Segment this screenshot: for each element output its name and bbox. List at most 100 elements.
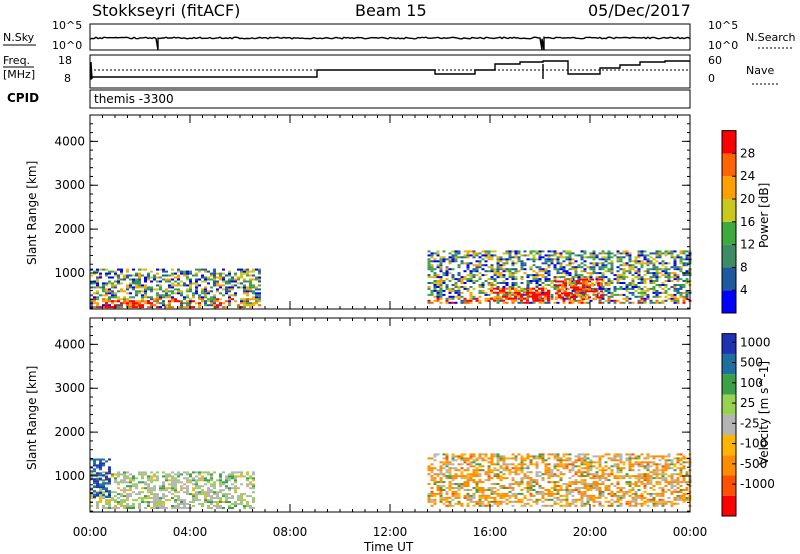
heatmap-cell bbox=[213, 284, 216, 287]
heatmap-cell bbox=[249, 481, 252, 484]
heatmap-cell bbox=[180, 503, 183, 505]
heatmap-cell bbox=[436, 289, 440, 292]
heatmap-cell bbox=[565, 457, 569, 460]
heatmap-cell bbox=[514, 455, 518, 458]
heatmap-cell bbox=[604, 258, 608, 261]
heatmap-cell bbox=[559, 268, 563, 271]
heatmap-cell bbox=[210, 278, 213, 281]
heatmap-cell bbox=[189, 473, 192, 476]
heatmap-cell bbox=[454, 254, 458, 257]
heatmap-cell bbox=[661, 479, 665, 482]
heatmap-cell bbox=[195, 479, 198, 482]
heatmap-cell bbox=[655, 465, 659, 468]
heatmap-cell bbox=[147, 501, 150, 503]
heatmap-cell bbox=[517, 252, 521, 255]
heatmap-cell bbox=[565, 250, 569, 253]
heatmap-cell bbox=[670, 286, 674, 288]
heatmap-cell bbox=[520, 498, 524, 501]
heatmap-cell bbox=[448, 287, 452, 290]
heatmap-cell bbox=[520, 471, 524, 474]
heatmap-cell bbox=[559, 479, 563, 482]
heatmap-cell bbox=[144, 481, 147, 484]
heatmap-cell bbox=[595, 276, 599, 279]
heatmap-cell bbox=[469, 494, 473, 497]
heatmap-cell bbox=[433, 492, 437, 495]
heatmap-cell bbox=[547, 498, 551, 501]
heatmap-cell bbox=[439, 270, 443, 273]
heatmap-cell bbox=[120, 481, 123, 484]
heatmap-cell bbox=[213, 497, 216, 500]
heatmap-cell bbox=[544, 262, 548, 265]
heatmap-cell bbox=[616, 287, 620, 290]
heatmap-cell bbox=[99, 489, 102, 492]
heatmap-cell bbox=[553, 485, 557, 487]
heatmap-cell bbox=[508, 270, 512, 273]
heatmap-cell bbox=[445, 455, 449, 458]
heatmap-cell bbox=[222, 302, 225, 305]
heatmap-cell bbox=[168, 278, 171, 281]
heatmap-cell bbox=[631, 280, 635, 282]
heatmap-cell bbox=[126, 489, 129, 492]
heatmap-cell bbox=[580, 498, 584, 501]
heatmap-cell bbox=[460, 485, 464, 487]
heatmap-cell bbox=[225, 306, 228, 309]
heatmap-cell bbox=[123, 489, 126, 492]
heatmap-cell bbox=[607, 479, 611, 482]
heatmap-cell bbox=[469, 463, 473, 466]
heatmap-cell bbox=[502, 287, 505, 290]
heatmap-cell bbox=[568, 483, 572, 485]
heatmap-cell bbox=[493, 463, 497, 466]
heatmap-cell bbox=[535, 498, 539, 501]
heatmap-cell bbox=[652, 489, 656, 491]
heatmap-cell bbox=[478, 463, 482, 466]
heatmap-cell bbox=[670, 479, 674, 482]
heatmap-cell bbox=[460, 502, 464, 505]
heatmap-cell bbox=[237, 276, 240, 279]
heatmap-cell bbox=[216, 501, 219, 503]
heatmap-cell bbox=[604, 477, 608, 480]
heatmap-cell bbox=[108, 276, 111, 279]
heatmap-cell bbox=[472, 459, 476, 462]
heatmap-cell bbox=[96, 298, 99, 301]
heatmap-cell bbox=[111, 491, 114, 494]
heatmap-cell bbox=[258, 300, 261, 303]
heatmap-cell bbox=[586, 465, 590, 468]
heatmap-cell bbox=[132, 302, 135, 305]
heatmap-cell bbox=[514, 293, 517, 296]
heatmap-cell bbox=[589, 299, 593, 302]
heatmap-cell bbox=[571, 289, 575, 292]
heatmap-cell bbox=[625, 254, 629, 257]
heatmap-cell bbox=[652, 252, 656, 255]
heatmap-cell bbox=[526, 455, 530, 458]
heatmap-cell bbox=[123, 495, 126, 498]
heatmap-cell bbox=[589, 469, 593, 472]
heatmap-cell bbox=[108, 282, 111, 285]
heatmap-cell bbox=[454, 278, 458, 281]
heatmap-cell bbox=[673, 287, 677, 290]
heatmap-cell bbox=[616, 475, 620, 478]
heatmap-cell bbox=[556, 489, 560, 491]
colorbar-tick-label: 24 bbox=[740, 169, 755, 183]
heatmap-cell bbox=[526, 258, 530, 261]
heatmap-cell bbox=[571, 266, 575, 269]
heatmap-cell bbox=[460, 459, 464, 462]
heatmap-cell bbox=[568, 502, 572, 505]
heatmap-cell bbox=[156, 302, 159, 305]
heatmap-cell bbox=[676, 502, 680, 505]
colorbar-segment bbox=[722, 130, 736, 154]
heatmap-cell bbox=[123, 487, 126, 490]
heatmap-cell bbox=[204, 477, 207, 480]
heatmap-cell bbox=[105, 268, 108, 271]
heatmap-cell bbox=[216, 495, 219, 498]
heatmap-cell bbox=[132, 505, 135, 507]
heatmap-cell bbox=[204, 302, 207, 305]
heatmap-cell bbox=[538, 250, 542, 253]
heatmap-cell bbox=[580, 262, 584, 265]
heatmap-cell bbox=[174, 505, 177, 507]
heatmap-cell bbox=[150, 475, 153, 478]
heatmap-cell bbox=[481, 502, 485, 505]
heatmap-cell bbox=[252, 491, 255, 494]
heatmap-cell bbox=[150, 276, 153, 279]
heatmap-cell bbox=[252, 501, 255, 503]
heatmap-cell bbox=[105, 473, 108, 476]
